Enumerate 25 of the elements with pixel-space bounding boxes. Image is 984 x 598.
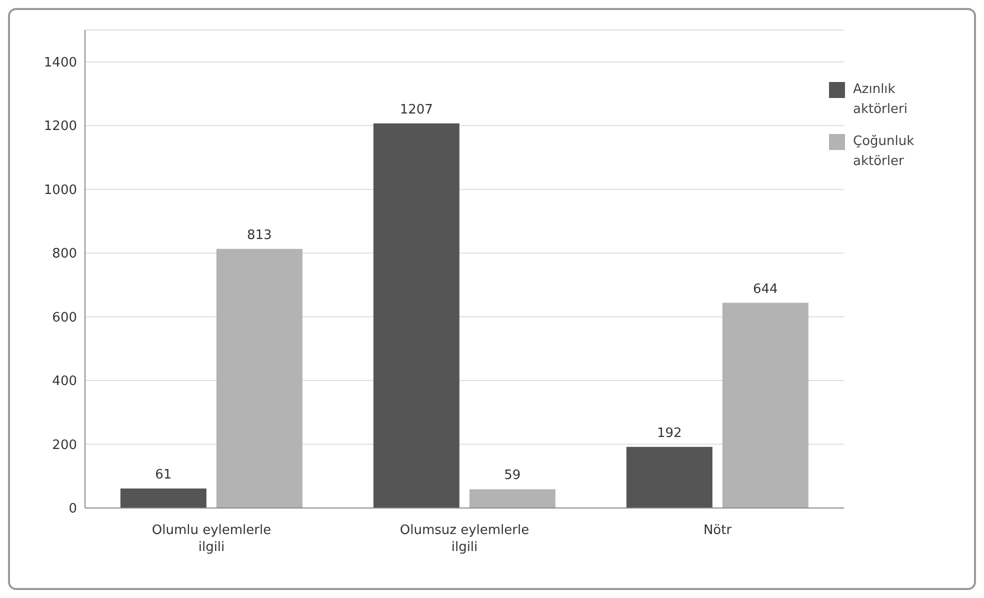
x-tick-label: Olumlu eylemlerle ilgili xyxy=(152,523,272,555)
data-label: 192 xyxy=(657,426,682,441)
y-tick-label: 200 xyxy=(52,438,77,453)
y-tick-label: 1400 xyxy=(44,55,77,70)
data-label: 59 xyxy=(504,468,521,484)
y-tick-label: 1000 xyxy=(44,182,77,198)
bar xyxy=(626,446,712,508)
data-label: 61 xyxy=(155,468,172,483)
bar xyxy=(469,489,556,508)
y-tick-label: 800 xyxy=(52,246,77,262)
y-tick-label: 1200 xyxy=(44,119,77,134)
y-tick-label: 400 xyxy=(52,374,77,390)
bar xyxy=(722,302,808,508)
y-tick-label: 600 xyxy=(52,310,77,326)
y-tick-label: 0 xyxy=(68,502,77,517)
data-label: 813 xyxy=(247,228,272,243)
bar xyxy=(373,123,460,508)
data-label: 1207 xyxy=(400,102,433,118)
legend-label: Azınlık aktörleri xyxy=(853,81,908,119)
x-tick-label: Olumsuz eylemlerle ilgili xyxy=(400,523,530,555)
data-label: 644 xyxy=(753,282,778,297)
legend-label: Çoğunluk aktörler xyxy=(853,133,916,171)
x-tick-label: Nötr xyxy=(703,523,732,538)
bar xyxy=(216,248,302,508)
bar xyxy=(120,488,206,508)
